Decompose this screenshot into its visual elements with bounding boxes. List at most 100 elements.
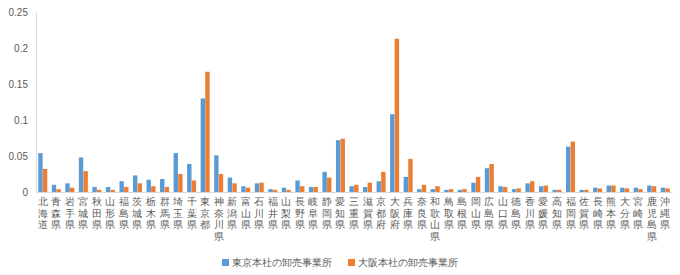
- x-tick-char: 富: [241, 196, 251, 207]
- x-tick-char: 北: [38, 196, 48, 207]
- x-tick-label: 静岡県: [322, 196, 332, 230]
- bar: [544, 186, 548, 192]
- x-tick-char: 県: [444, 219, 454, 230]
- bar: [38, 153, 42, 192]
- x-tick-label: 富山県: [241, 196, 251, 230]
- bar: [444, 190, 448, 192]
- x-tick-label: 岩手県: [65, 196, 75, 230]
- y-tick-label: 0.1: [14, 115, 28, 126]
- x-tick-char: 岡: [322, 208, 332, 219]
- x-tick-char: 県: [606, 219, 616, 230]
- x-tick-label: 香川県: [525, 196, 535, 230]
- x-tick-label: 佐賀県: [579, 196, 589, 230]
- x-tick-char: 福: [119, 196, 129, 207]
- bar: [611, 186, 615, 192]
- x-tick: 福島県: [119, 192, 129, 230]
- x-tick: 千葉県: [187, 192, 197, 230]
- bar: [314, 187, 318, 192]
- x-tick-char: 奈: [214, 208, 224, 219]
- x-tick-char: 県: [78, 219, 88, 230]
- legend-item: 大阪本社の卸売事業所: [348, 257, 458, 268]
- x-tick-char: 児: [647, 208, 657, 219]
- x-tick-char: 新: [227, 196, 237, 207]
- x-tick-char: 岡: [566, 208, 576, 219]
- y-tick: 0.2: [14, 43, 36, 54]
- x-tick-label: 群馬県: [159, 196, 170, 230]
- bar: [634, 188, 638, 192]
- x-tick-char: 県: [403, 219, 413, 230]
- bar: [525, 183, 529, 192]
- x-tick-char: 県: [430, 231, 440, 242]
- x-tick-char: 良: [417, 208, 427, 219]
- x-tick-char: 馬: [159, 208, 170, 219]
- bar: [458, 190, 462, 192]
- x-tick-label: 東京都: [200, 196, 210, 230]
- x-tick-char: 田: [92, 208, 102, 219]
- x-tick-char: 愛: [538, 196, 548, 207]
- bar: [138, 183, 142, 192]
- x-tick-char: 縄: [659, 208, 670, 219]
- y-tick-label: 0.2: [14, 43, 28, 54]
- x-tick-char: 県: [132, 219, 142, 230]
- bar: [489, 164, 493, 192]
- x-tick-label: 兵庫県: [403, 196, 413, 230]
- x-tick-char: 岐: [308, 196, 318, 207]
- bar: [147, 180, 151, 192]
- x-tick-char: 県: [51, 219, 61, 230]
- x-tick: 愛知県: [335, 192, 345, 230]
- x-tick: 沖縄県: [659, 192, 670, 230]
- x-tick: 大阪府: [390, 192, 400, 230]
- x-tick-label: 滋賀県: [363, 196, 373, 230]
- bar: [625, 188, 629, 192]
- bar: [341, 139, 345, 192]
- x-tick: 香川県: [525, 192, 535, 230]
- x-tick-char: 川: [214, 219, 224, 230]
- y-tick: 0: [22, 187, 36, 198]
- x-tick-label: 石川県: [254, 196, 264, 230]
- x-tick-char: 愛: [335, 196, 345, 207]
- x-tick: 岩手県: [65, 192, 75, 230]
- x-tick-char: 岩: [65, 196, 75, 207]
- x-tick-char: 大: [620, 196, 630, 207]
- x-tick: 福岡県: [566, 192, 576, 230]
- x-tick-char: 府: [376, 219, 386, 230]
- x-tick: 山形県: [105, 192, 115, 230]
- x-tick-char: 口: [498, 208, 508, 219]
- x-tick-char: 形: [105, 208, 115, 219]
- x-tick: 岡山県: [471, 192, 481, 230]
- x-tick-label: 茨城県: [131, 196, 142, 230]
- x-tick-char: 島: [119, 208, 129, 219]
- bar: [56, 189, 60, 192]
- x-tick-char: 県: [484, 219, 494, 230]
- y-tick: 0.1: [14, 115, 36, 126]
- x-tick-label: 神奈川県: [214, 196, 224, 242]
- x-tick-char: 山: [241, 208, 251, 219]
- x-tick-char: 海: [38, 208, 48, 219]
- x-tick: 兵庫県: [403, 192, 413, 230]
- bar: [259, 183, 263, 192]
- bar: [377, 181, 381, 192]
- x-tick-char: 城: [131, 208, 142, 219]
- bar: [97, 190, 101, 192]
- bar: [661, 188, 665, 192]
- bar: [133, 175, 137, 192]
- x-tick-label: 山梨県: [281, 196, 291, 230]
- x-tick-char: 岡: [471, 196, 481, 207]
- x-tick-char: 県: [660, 219, 670, 230]
- x-tick: 長崎県: [593, 192, 603, 230]
- bar: [219, 174, 223, 192]
- bar: [79, 157, 83, 192]
- x-tick-char: 県: [281, 219, 291, 230]
- x-tick-char: 県: [65, 219, 75, 230]
- x-tick: 山梨県: [281, 192, 291, 230]
- x-tick-label: 福岡県: [566, 196, 576, 230]
- x-tick: 三重県: [349, 192, 359, 230]
- x-tick-label: 新潟県: [227, 196, 237, 230]
- x-tick-label: 北海道: [38, 196, 48, 230]
- x-tick-label: 愛知県: [335, 196, 345, 230]
- bar: [503, 187, 507, 192]
- x-tick-char: 青: [51, 196, 61, 207]
- x-tick-char: 三: [349, 196, 359, 207]
- bar: [322, 172, 326, 192]
- x-tick-char: 東: [200, 196, 210, 207]
